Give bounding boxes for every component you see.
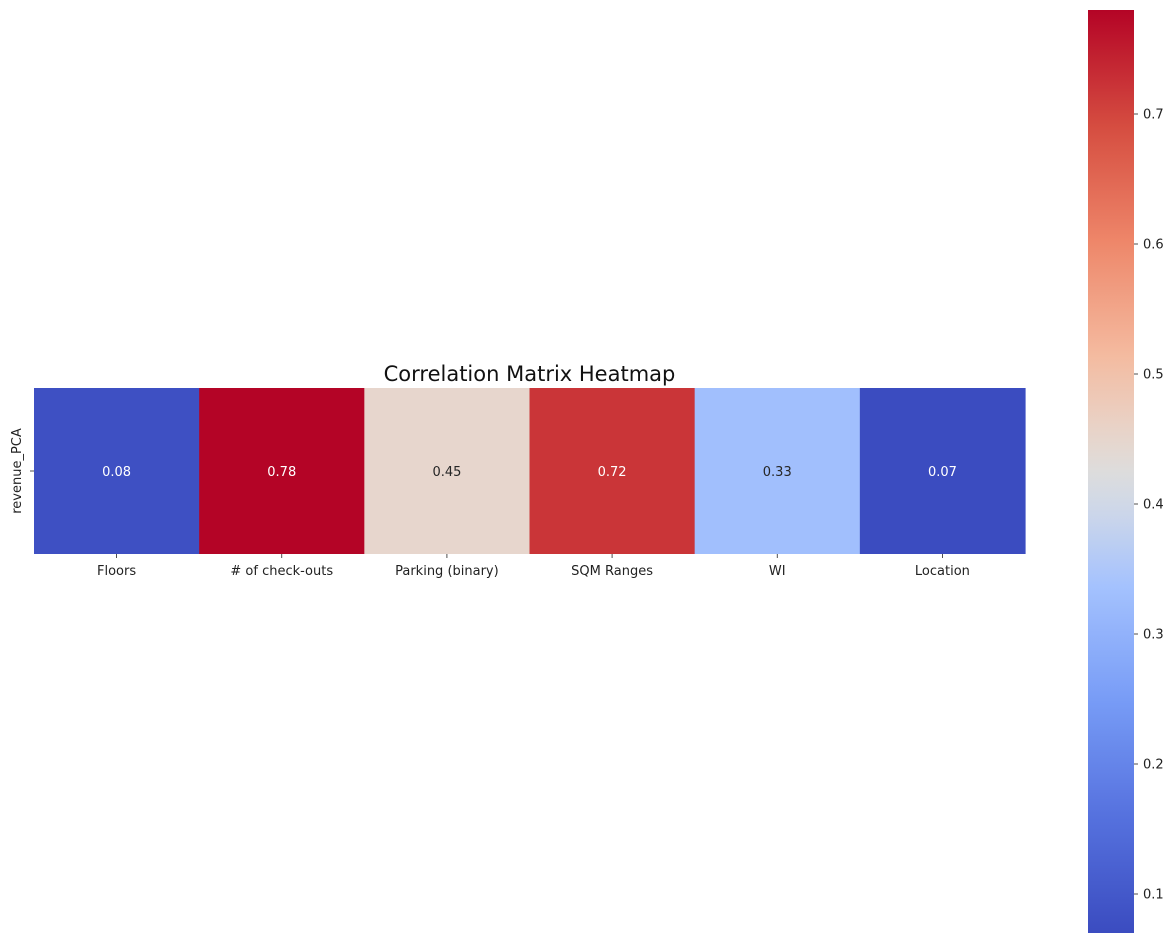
heatmap-cell <box>859 388 1026 554</box>
cell-value-label: 0.33 <box>763 465 792 480</box>
x-tick-label: Location <box>915 564 970 579</box>
chart-title: Correlation Matrix Heatmap <box>384 362 676 386</box>
x-axis: Floors # of check-outs Parking (binary) SQM… <box>97 554 970 579</box>
cell-value-label: 0.07 <box>928 465 957 480</box>
colorbar-tick-label: 0.3 <box>1143 628 1164 643</box>
y-axis: revenue_PCA <box>10 428 34 514</box>
cell-value-label: 0.72 <box>598 465 627 480</box>
x-tick-label: Floors <box>97 564 136 579</box>
heatmap-cell <box>364 388 531 554</box>
heatmap-cell <box>694 388 861 554</box>
heatmap-cell <box>529 388 696 554</box>
heatmap-cells: 0.08 0.78 0.45 0.72 0.33 0.07 <box>34 388 1026 554</box>
colorbar-gradient <box>1088 10 1134 933</box>
x-tick-label: Parking (binary) <box>395 564 499 579</box>
cell-value-label: 0.08 <box>102 465 131 480</box>
x-tick-label: # of check-outs <box>230 564 333 579</box>
cell-value-label: 0.45 <box>432 465 461 480</box>
heatmap-cell <box>34 388 200 554</box>
colorbar-tick-label: 0.1 <box>1143 888 1164 903</box>
y-tick-label: revenue_PCA <box>10 428 25 514</box>
x-tick-label: WI <box>769 564 786 579</box>
colorbar-tick-label: 0.2 <box>1143 758 1164 773</box>
heatmap-cell <box>199 388 365 554</box>
colorbar-tick-label: 0.5 <box>1143 368 1164 383</box>
colorbar-tick-label: 0.6 <box>1143 238 1164 253</box>
x-tick-label: SQM Ranges <box>571 564 653 579</box>
cell-value-label: 0.78 <box>267 465 296 480</box>
colorbar-tick-label: 0.7 <box>1143 108 1164 123</box>
colorbar: 0.1 0.2 0.3 0.4 0.5 0.6 0.7 <box>1088 10 1164 933</box>
colorbar-tick-label: 0.4 <box>1143 498 1164 513</box>
